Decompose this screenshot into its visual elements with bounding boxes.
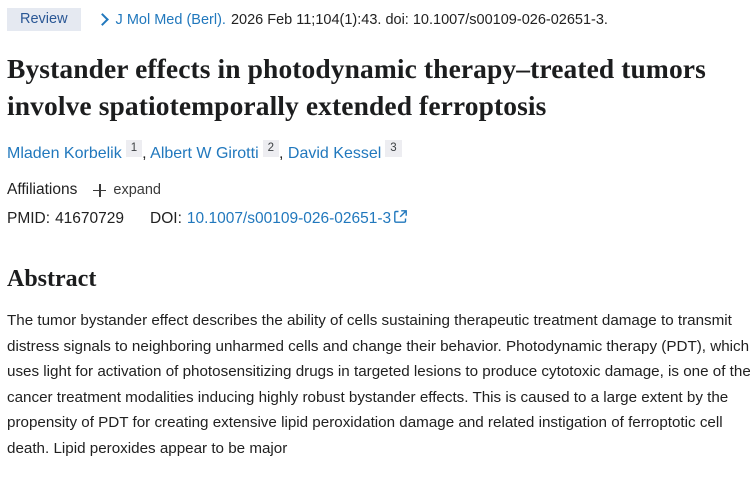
author-link[interactable]: David Kessel [287,145,382,162]
chevron-right-icon [95,13,109,26]
doi-label: DOI: [150,210,182,227]
article-page: Review J Mol Med (Berl). 2026 Feb 11;104… [7,8,750,457]
expand-label: expand [113,182,161,198]
affiliation-superscript[interactable]: 2 [262,140,280,157]
affiliations-label: Affiliations [7,181,78,198]
citation-details: 2026 Feb 11;104(1):43. doi: 10.1007/s001… [230,11,608,28]
author-separator: , [142,145,151,162]
identifiers-row: PMID: 41670729 DOI: 10.1007/s00109-026-0… [7,210,742,228]
journal-dropdown-trigger[interactable]: J Mol Med (Berl). [95,11,226,28]
pmid-label: PMID: [7,210,51,227]
affiliations-row: Affiliations expand [7,181,742,199]
doi-link[interactable]: 10.1007/s00109-026-02651-3 [186,210,408,228]
expand-affiliations-button[interactable]: expand [93,182,161,198]
author-link[interactable]: Mladen Korbelik [7,145,122,162]
citation-header: Review J Mol Med (Berl). 2026 Feb 11;104… [7,8,742,31]
journal-link[interactable]: J Mol Med (Berl). [115,11,226,28]
pmid-value: 41670729 [55,210,125,227]
abstract-heading: Abstract [7,266,97,292]
affiliation-superscript[interactable]: 1 [125,140,143,157]
authors-list: Mladen Korbelik 1, Albert W Girotti 2, Dav… [7,140,742,164]
author-separator: , [279,145,288,162]
article-title: Bystander effects in photodynamic therap… [7,53,706,121]
affiliation-superscript[interactable]: 3 [385,140,402,157]
author-link[interactable]: Albert W Girotti [150,145,259,162]
publication-type-badge: Review [7,8,81,31]
abstract-text: The tumor bystander effect describes the… [7,312,750,457]
doi-value: 10.1007/s00109-026-02651-3 [186,210,392,227]
plus-icon [93,183,107,197]
external-link-icon [394,210,408,228]
